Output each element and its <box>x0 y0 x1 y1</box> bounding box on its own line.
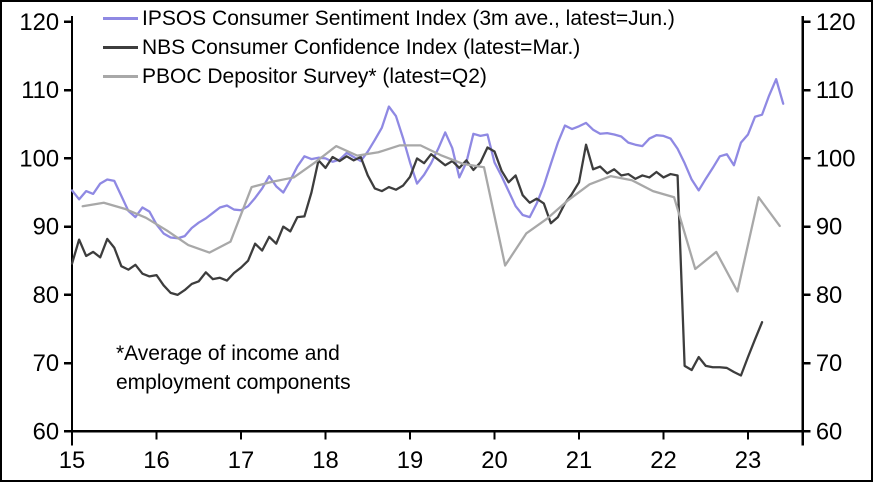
y-tick-label-right: 80 <box>816 282 842 309</box>
legend-line-swatch-pboc <box>103 75 138 78</box>
axis-labels: 60 60 70 70 80 80 90 90 100 100 110 110 120 120 15 16 17… <box>19 9 855 474</box>
series-line-1 <box>70 143 764 377</box>
y-tick-label-right: 120 <box>816 9 856 36</box>
x-tick-label: 20 <box>481 447 507 474</box>
footnote: *Average of income and employment compon… <box>116 339 351 397</box>
footnote-line-1: *Average of income and <box>116 342 340 365</box>
y-tick-label-left: 100 <box>19 145 59 172</box>
x-tick-label: 22 <box>650 447 676 474</box>
y-tick-label-left: 110 <box>21 77 59 104</box>
y-tick-label-left: 80 <box>33 282 59 309</box>
y-tick-label-left: 70 <box>33 350 59 377</box>
legend-line-swatch-nbs <box>103 46 138 49</box>
x-tick-label: 19 <box>397 447 423 474</box>
legend-item-nbs: NBS Consumer Confidence Index (latest=Ma… <box>103 33 675 62</box>
x-tick-label: 23 <box>735 447 761 474</box>
y-tick-label-left: 60 <box>33 418 59 445</box>
y-tick-label-right: 100 <box>816 145 856 172</box>
footnote-line-2: employment components <box>116 371 351 394</box>
x-tick-label: 17 <box>228 447 254 474</box>
legend-line-swatch-ipsos <box>103 17 138 20</box>
legend-label-nbs: NBS Consumer Confidence Index (latest=Ma… <box>142 35 581 59</box>
legend-label-pboc: PBOC Depositor Survey* (latest=Q2) <box>142 64 487 88</box>
y-tick-label-right: 60 <box>816 418 842 445</box>
series-line-0 <box>70 78 785 240</box>
axes <box>64 15 811 446</box>
legend-item-ipsos: IPSOS Consumer Sentiment Index (3m ave.,… <box>103 4 675 33</box>
y-tick-label-right: 70 <box>816 350 842 377</box>
y-tick-label-left: 90 <box>33 214 59 241</box>
y-tick-label-right: 90 <box>816 214 842 241</box>
x-tick-label: 21 <box>566 447 592 474</box>
series-line-2 <box>81 144 781 293</box>
x-tick-label: 18 <box>312 447 338 474</box>
y-tick-label-right: 110 <box>816 77 854 104</box>
x-tick-label: 16 <box>143 447 169 474</box>
y-tick-label-left: 120 <box>19 9 59 36</box>
legend-item-pboc: PBOC Depositor Survey* (latest=Q2) <box>103 62 675 91</box>
legend-label-ipsos: IPSOS Consumer Sentiment Index (3m ave.,… <box>142 6 675 30</box>
x-tick-label: 15 <box>59 447 85 474</box>
chart-legend: IPSOS Consumer Sentiment Index (3m ave.,… <box>103 4 675 91</box>
